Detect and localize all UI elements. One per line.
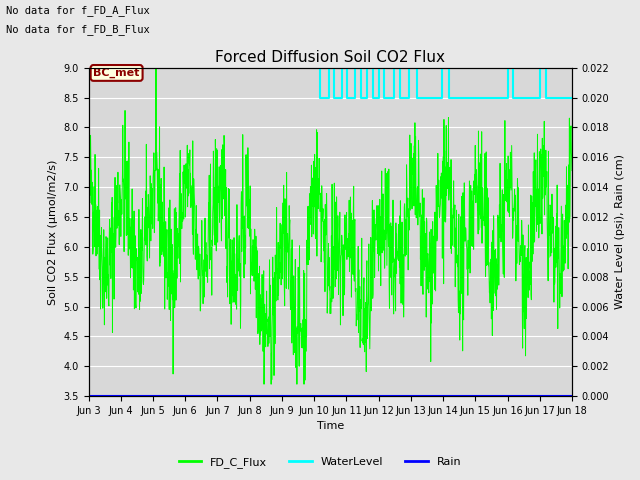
Legend: FD_C_Flux, WaterLevel, Rain: FD_C_Flux, WaterLevel, Rain [175, 452, 465, 472]
Y-axis label: Soil CO2 Flux (μmol/m2/s): Soil CO2 Flux (μmol/m2/s) [48, 159, 58, 305]
Text: No data for f_FD_B_Flux: No data for f_FD_B_Flux [6, 24, 150, 35]
Title: Forced Diffusion Soil CO2 Flux: Forced Diffusion Soil CO2 Flux [215, 50, 445, 65]
Text: BC_met: BC_met [93, 68, 140, 78]
Text: No data for f_FD_A_Flux: No data for f_FD_A_Flux [6, 5, 150, 16]
X-axis label: Time: Time [317, 421, 344, 432]
Y-axis label: Water Level (psi), Rain (cm): Water Level (psi), Rain (cm) [615, 155, 625, 310]
